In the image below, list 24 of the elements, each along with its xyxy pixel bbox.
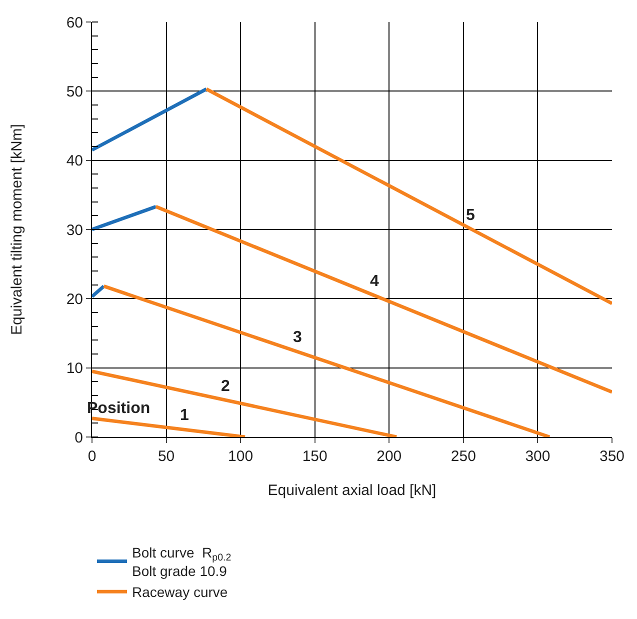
x-tick-label: 50 — [158, 448, 175, 465]
y-tick-label: 30 — [66, 222, 83, 239]
legend-label: Raceway curve — [132, 584, 228, 600]
annotation: 2 — [221, 378, 230, 395]
annotation: 5 — [466, 207, 475, 224]
x-tick-label: 150 — [302, 448, 328, 465]
x-axis-title: Equivalent axial load [kN] — [268, 482, 436, 499]
x-tick-label: 350 — [599, 448, 625, 465]
y-tick-label: 40 — [66, 152, 83, 170]
x-tick-label: 250 — [450, 448, 476, 465]
y-tick-label: 0 — [74, 429, 83, 446]
legend-label: Bolt curve R$_{p0.2}$ Bolt grade 10.9 — [132, 544, 232, 579]
x-tick-label: 100 — [228, 448, 254, 465]
y-axis-title: Equivalent tilting moment [kNm] — [8, 124, 26, 335]
y-tick-label: 60 — [66, 14, 83, 32]
annotation: 3 — [293, 329, 302, 346]
x-tick-label: 0 — [88, 448, 96, 465]
annotation: 1 — [180, 407, 189, 424]
y-tick-label: 50 — [66, 83, 83, 100]
annotation: 4 — [370, 273, 379, 290]
y-tick-label: 10 — [66, 360, 83, 378]
x-tick-label: 200 — [376, 448, 402, 465]
y-tick-label: 20 — [66, 290, 83, 308]
x-tick-label: 300 — [525, 448, 550, 465]
